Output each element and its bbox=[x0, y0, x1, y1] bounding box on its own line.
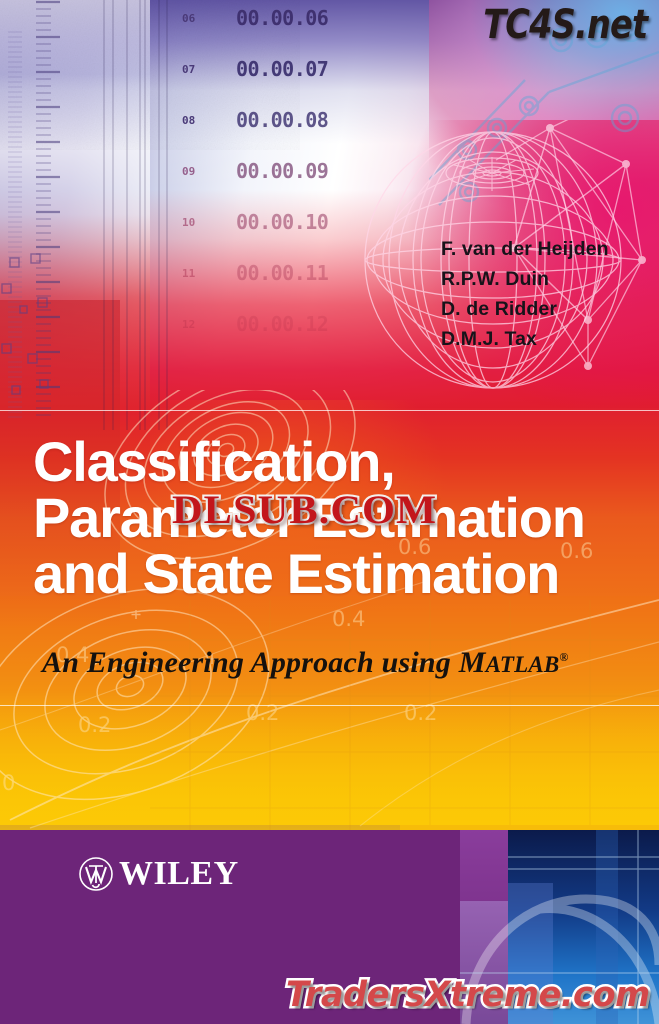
paper-grain-texture bbox=[0, 0, 300, 150]
wireframe-globe-icon bbox=[364, 131, 622, 389]
watermark-tc4s: TC4S.net bbox=[483, 2, 648, 48]
author-name: F. van der Heijden bbox=[441, 238, 609, 260]
matlab-rest: ATLAB bbox=[485, 652, 560, 677]
timecode: 00.00.11 bbox=[236, 261, 329, 285]
frame-number: 09 bbox=[182, 165, 196, 178]
polyhedron-network-icon bbox=[495, 120, 646, 370]
timecode: 00.00.09 bbox=[236, 159, 329, 183]
watermark-tradersxtreme: TradersXtreme.com bbox=[284, 973, 653, 1018]
author-name: R.P.W. Duin bbox=[441, 268, 549, 290]
contour-label-0-4b: 0.4 bbox=[56, 643, 89, 667]
frame-number: 08 bbox=[182, 114, 196, 127]
wiley-w-monogram-icon bbox=[79, 857, 113, 891]
author-name: D. de Ridder bbox=[441, 298, 558, 320]
title-line-3: and State Estimation bbox=[33, 542, 560, 605]
circuit-circles-icon bbox=[429, 17, 659, 206]
author-name: D.M.J. Tax bbox=[441, 328, 537, 350]
title-line-1: Classification, bbox=[33, 430, 396, 493]
frame-number: 10 bbox=[182, 216, 196, 229]
contour-label-0-4: 0.4 bbox=[332, 607, 365, 631]
contour-label-0-2b: 0.2 bbox=[78, 713, 111, 737]
watermark-dlsub: DLSUB.COM bbox=[170, 485, 438, 534]
plot-grid-decoration bbox=[150, 600, 659, 830]
timecode: 00.00.08 bbox=[236, 108, 329, 132]
book-subtitle: An Engineering Approach using MATLAB® bbox=[42, 646, 569, 680]
timecode-column: 00.00.06 00.00.07 00.00.08 00.00.09 00.0… bbox=[236, 6, 416, 363]
footer-decoration bbox=[400, 825, 659, 1024]
timecode: 00.00.06 bbox=[236, 6, 329, 30]
hairline-rule-bottom bbox=[0, 705, 659, 706]
frame-number: 06 bbox=[182, 12, 196, 25]
contour-label-0: 0 bbox=[2, 771, 15, 795]
registered-mark: ® bbox=[559, 650, 569, 664]
vertical-lines-decoration bbox=[103, 0, 168, 430]
circuit-traces-icon bbox=[1, 253, 49, 395]
frame-number: 12 bbox=[182, 318, 196, 331]
frame-number: 11 bbox=[182, 267, 196, 280]
author-list: F. van der Heijden R.P.W. Duin D. de Rid… bbox=[441, 234, 609, 354]
matlab-cap: M bbox=[458, 646, 486, 679]
publisher-name: WILEY bbox=[119, 855, 239, 892]
timecode: 00.00.10 bbox=[236, 210, 329, 234]
frame-number-column: 06 07 08 09 10 11 12 bbox=[182, 12, 222, 369]
contour-label-0-6: 0.6 bbox=[398, 535, 431, 559]
timecode: 00.00.12 bbox=[236, 312, 329, 336]
frame-number: 07 bbox=[182, 63, 196, 76]
hairline-rule-top bbox=[0, 410, 659, 411]
contour-label-0-6b: 0.6 bbox=[560, 539, 593, 563]
title-line-2: Parameter Estimation bbox=[33, 486, 586, 549]
measurement-scale-icon bbox=[36, 0, 60, 416]
timecode: 00.00.07 bbox=[236, 57, 329, 81]
book-title: Classification, Parameter Estimation and… bbox=[33, 434, 653, 602]
subtitle-lead: An Engineering Approach using bbox=[42, 646, 459, 679]
publisher-logo: WILEY bbox=[78, 856, 239, 892]
